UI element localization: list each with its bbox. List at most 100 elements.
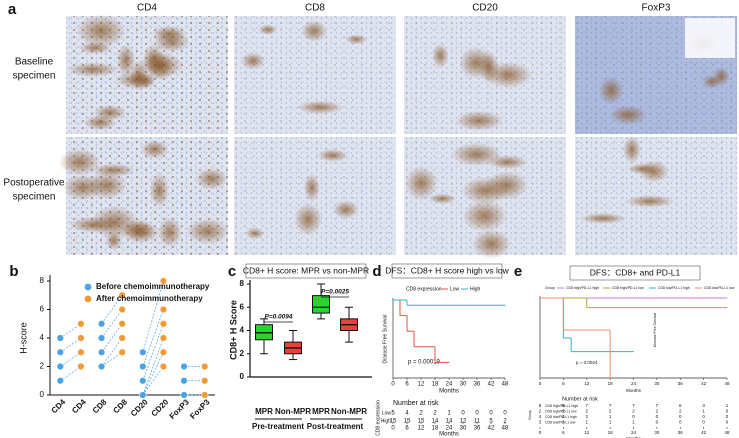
risk-count: 4 [539, 414, 542, 419]
x-tick-label: 42 [701, 381, 707, 386]
x-tick-label: CD4 [50, 397, 68, 415]
data-point [139, 377, 147, 385]
x-tick-label: 24 [631, 430, 637, 435]
data-point [97, 362, 106, 371]
y-tick-label: 8 [40, 276, 45, 285]
data-point [139, 348, 147, 356]
x-tick-label: 18 [432, 426, 439, 432]
connector [142, 280, 164, 353]
chart-title: DFS：CD8+ H score high vs low [385, 265, 509, 275]
data-point [97, 348, 106, 356]
data-point [180, 391, 188, 399]
y-tick-label: 4 [240, 326, 245, 335]
group-label: Pre-treatment [252, 422, 304, 431]
risk-count: 7 [632, 403, 635, 408]
x-tick-label: 30 [654, 430, 660, 435]
micrograph-stain [66, 137, 228, 255]
column-header: CD20 [472, 3, 498, 14]
data-point [97, 320, 106, 328]
x-tick-label: Non-MPR [331, 407, 367, 416]
x-tick-label: 12 [418, 426, 425, 432]
risk-count: 5 [391, 411, 395, 417]
x-tick-label: 48 [502, 382, 509, 388]
data-point [77, 334, 85, 342]
risk-count: 5 [489, 419, 493, 425]
x-tick-label: 48 [724, 381, 730, 386]
connector [142, 366, 164, 396]
risk-count: 0 [632, 414, 635, 419]
risk-count: 0 [489, 411, 493, 417]
column-header: FoxP3 [642, 3, 671, 14]
annotation: P=0.0025 [321, 289, 349, 296]
data-point [118, 291, 126, 299]
y-tick-label: 8 [240, 279, 245, 288]
data-point [77, 348, 85, 356]
risk-count: 0 [726, 409, 729, 414]
group-label: Post-treatment [307, 422, 364, 431]
x-axis-label: Months [626, 388, 642, 393]
risk-count: 1 [447, 411, 451, 417]
risk-count: 4 [562, 414, 565, 419]
legend-label: CD8 high/PD-L1 low [612, 286, 644, 290]
risk-count: 2 [656, 409, 659, 414]
risk-count: 4 [405, 411, 409, 417]
data-point [159, 305, 168, 314]
risk-count: 2 [503, 419, 507, 425]
risk-count: 2 [632, 409, 635, 414]
risk-count: 8 [562, 403, 565, 408]
risk-count: 3 [702, 403, 705, 408]
data-point [159, 348, 168, 356]
micrograph-stain [66, 16, 228, 134]
x-tick-label: 48 [502, 426, 509, 432]
y-tick-label: 0 [40, 390, 45, 399]
legend-label: After chemoimmunotherapy [96, 294, 203, 303]
risk-count: 0 [503, 411, 507, 417]
legend-marker [84, 295, 92, 303]
connector [60, 366, 82, 382]
risk-count: 14 [446, 419, 453, 425]
x-tick-label: CD8 [91, 397, 109, 415]
x-tick-label: 24 [446, 426, 453, 432]
data-point [56, 348, 65, 356]
y-tick-label: 2 [40, 362, 45, 371]
x-tick-label: 42 [488, 426, 495, 432]
legend-label: Low [450, 286, 460, 292]
risk-count: 0 [726, 420, 729, 425]
risk-count: 3 [562, 420, 565, 425]
risk-count: 0 [679, 420, 682, 425]
x-tick-label: MPR [255, 407, 273, 416]
risk-count: 0 [656, 414, 659, 419]
x-tick-label: 6 [405, 426, 409, 432]
risk-count: 14 [432, 419, 439, 425]
y-tick-label: 6 [40, 305, 45, 314]
risk-count: 0 [679, 414, 682, 419]
data-point [118, 305, 126, 314]
data-point [56, 334, 65, 342]
x-tick-label: 24 [631, 381, 637, 386]
legend-title: CD8 expression [406, 286, 442, 292]
data-point [56, 377, 65, 385]
risk-count: 11 [474, 419, 481, 425]
data-point [159, 334, 168, 342]
data-point [200, 362, 209, 371]
x-axis-label: Months [439, 432, 459, 438]
data-point [77, 362, 85, 371]
x-tick-label: 0 [391, 426, 395, 432]
x-tick-label: 6 [562, 430, 565, 435]
risk-count: 7 [585, 403, 588, 408]
x-tick-label: 18 [432, 382, 439, 388]
x-tick-label: CD20 [129, 397, 150, 418]
y-tick-label: 4 [40, 333, 45, 342]
data-point [159, 277, 168, 285]
data-point [118, 320, 126, 328]
x-tick-label: 0 [539, 430, 542, 435]
x-tick-label: 36 [474, 426, 481, 432]
micrograph-stain [404, 16, 566, 134]
legend-label: CD8 high/PD-L1 high [566, 286, 599, 290]
legend-label: CD8 low/PD-L1 low [704, 286, 735, 290]
data-point [77, 320, 85, 328]
risk-title: Number at risk [393, 400, 439, 407]
title-box [569, 265, 701, 281]
data-point [180, 377, 188, 385]
